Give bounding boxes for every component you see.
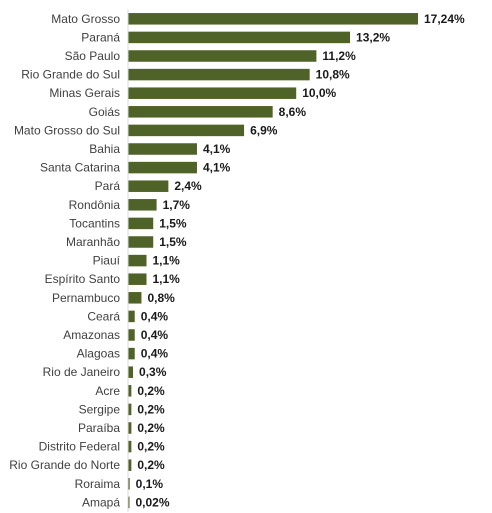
- value-label: 10,8%: [316, 68, 350, 82]
- category-label: Rio Grande do Norte: [9, 458, 120, 472]
- value-label: 0,4%: [141, 328, 169, 342]
- value-label: 13,2%: [356, 30, 390, 44]
- category-label: Espírito Santo: [45, 272, 121, 286]
- bar: [128, 124, 245, 137]
- category-label: Rondônia: [69, 198, 121, 212]
- bar: [128, 292, 142, 304]
- value-label: 1,5%: [159, 235, 187, 249]
- bar: [128, 329, 135, 341]
- bar: [128, 310, 135, 323]
- value-label: 1,1%: [153, 254, 181, 268]
- value-label: 1,1%: [153, 272, 181, 286]
- category-label: Minas Gerais: [49, 86, 120, 100]
- category-label: Mato Grosso: [51, 12, 120, 26]
- category-label: Pernambuco: [52, 291, 120, 305]
- category-label: Distrito Federal: [39, 440, 120, 454]
- value-label: 0,8%: [147, 291, 175, 305]
- value-label: 0,4%: [141, 347, 169, 361]
- bar: [128, 422, 132, 434]
- category-label: Mato Grosso do Sul: [14, 123, 120, 137]
- category-label: Amapá: [82, 495, 120, 509]
- value-label: 8,6%: [279, 105, 307, 119]
- value-label: 0,1%: [136, 477, 164, 491]
- bar: [128, 31, 351, 44]
- bars-group: Mato Grosso 17,24% Paraná 13,2% São Paulo 11,…: [9, 12, 465, 510]
- bar: [128, 496, 130, 509]
- bar: [128, 478, 130, 490]
- bar: [128, 236, 154, 248]
- value-label: 0,2%: [137, 384, 165, 398]
- value-label: 0,2%: [137, 421, 165, 435]
- category-label: Ceará: [87, 309, 120, 323]
- bar: [128, 347, 135, 360]
- category-label: Paraná: [81, 30, 120, 44]
- bar: [128, 440, 132, 453]
- bar: [128, 106, 273, 118]
- bar: [128, 87, 297, 99]
- category-label: Piauí: [93, 254, 121, 268]
- bar: [128, 13, 418, 25]
- value-label: 6,9%: [250, 123, 278, 137]
- category-label: Acre: [95, 384, 120, 398]
- value-label: 0,02%: [136, 495, 170, 509]
- category-label: Maranhão: [66, 235, 120, 249]
- bar: [128, 366, 134, 378]
- bar: [128, 180, 169, 192]
- bar: [128, 68, 310, 81]
- value-label: 17,24%: [424, 12, 465, 26]
- bar: [128, 199, 157, 211]
- bar: [128, 459, 132, 471]
- bar: [128, 50, 317, 62]
- category-label: Sergipe: [79, 402, 121, 416]
- category-label: Roraima: [75, 477, 121, 491]
- value-label: 1,7%: [163, 198, 191, 212]
- category-label: Tocantins: [69, 216, 120, 230]
- value-label: 1,5%: [159, 216, 187, 230]
- value-label: 0,2%: [137, 402, 165, 416]
- bar: [128, 143, 197, 155]
- value-label: 4,1%: [203, 161, 231, 175]
- value-label: 0,4%: [141, 309, 169, 323]
- value-label: 2,4%: [174, 179, 202, 193]
- category-label: Goiás: [89, 105, 120, 119]
- value-label: 0,2%: [137, 458, 165, 472]
- category-label: Rio Grande do Sul: [21, 68, 120, 82]
- category-label: Paraíba: [78, 421, 120, 435]
- bar: [128, 385, 132, 397]
- category-label: Santa Catarina: [40, 161, 120, 175]
- value-label: 11,2%: [322, 49, 356, 63]
- value-label: 10,0%: [302, 86, 336, 100]
- bar: [128, 161, 197, 174]
- value-label: 4,1%: [203, 142, 231, 156]
- category-label: Bahia: [89, 142, 120, 156]
- bar: [128, 254, 147, 267]
- value-label: 0,3%: [139, 365, 167, 379]
- bar: [128, 403, 132, 416]
- category-label: Pará: [95, 179, 121, 193]
- value-label: 0,2%: [137, 440, 165, 454]
- category-label: São Paulo: [65, 49, 121, 63]
- category-label: Rio de Janeiro: [43, 365, 121, 379]
- category-label: Alagoas: [77, 347, 120, 361]
- category-label: Amazonas: [63, 328, 120, 342]
- bar: [128, 273, 147, 285]
- bar: [128, 217, 154, 230]
